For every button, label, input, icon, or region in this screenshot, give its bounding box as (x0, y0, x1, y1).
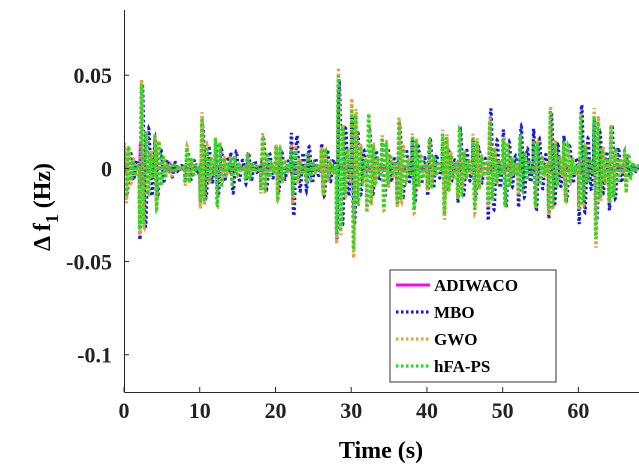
y-tick-label: 0.05 (74, 63, 113, 88)
x-tick-label: 20 (264, 398, 286, 423)
x-tick-label: 30 (340, 398, 362, 423)
y-tick-label: -0.05 (66, 250, 112, 275)
x-tick-label: 10 (189, 398, 211, 423)
y-axis-title-main: Δ f (30, 222, 56, 251)
y-tick-label: -0.1 (77, 343, 112, 368)
y-axis-title-unit: (Hz) (30, 163, 56, 214)
legend-label: GWO (434, 330, 477, 349)
legend-label: MBO (434, 303, 475, 322)
x-tick-label: 60 (567, 398, 589, 423)
x-tick-label: 0 (119, 398, 130, 423)
y-axis-title-subscript: 1 (42, 214, 62, 223)
legend-label: ADIWACO (434, 276, 518, 295)
x-axis-title: Time (s) (339, 438, 423, 464)
x-tick-label: 50 (492, 398, 514, 423)
legend: ADIWACO MBO GWO hFA-PS (390, 270, 556, 382)
y-axis-title: Δ f1 (Hz) (30, 163, 62, 251)
legend-label: hFA-PS (434, 357, 490, 376)
x-tick-label: 40 (416, 398, 438, 423)
y-tick-label: 0 (101, 156, 112, 181)
